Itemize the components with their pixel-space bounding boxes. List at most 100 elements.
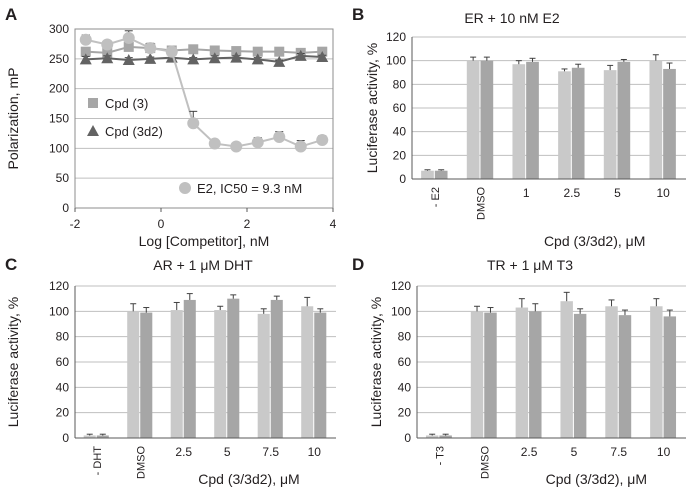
x-tick-label: 5 <box>614 186 621 200</box>
y-tick-label: 20 <box>56 406 70 420</box>
panel-c: C AR + 1 μM DHT 0 20 40 60 80 100 120 Luciferase … <box>5 255 336 487</box>
bar <box>421 170 434 179</box>
bar <box>480 60 494 179</box>
x-tick-label: 0 <box>158 217 165 231</box>
y-tick-label: 60 <box>398 355 412 369</box>
y-tick-label: 50 <box>56 171 70 185</box>
data-point <box>231 46 242 57</box>
bar <box>617 61 631 179</box>
series-line <box>85 54 323 63</box>
data-point <box>274 46 285 57</box>
data-point <box>79 33 92 46</box>
y-tick-label: 100 <box>391 304 411 318</box>
x-tick-label: 10 <box>657 445 671 459</box>
chart-title: AR + 1 μM DHT <box>153 257 253 273</box>
y-tick-label: 120 <box>49 279 69 293</box>
data-point <box>187 53 200 65</box>
data-point <box>101 52 114 64</box>
y-axis-label: Luciferase activity, % <box>364 43 380 173</box>
bar <box>526 61 539 179</box>
data-point <box>294 140 307 153</box>
data-point <box>208 137 221 150</box>
bar <box>470 311 484 438</box>
x-tick-label: 10 <box>308 445 322 459</box>
bar <box>663 316 677 438</box>
y-tick-label: 150 <box>49 112 69 126</box>
y-tick-label: 80 <box>56 330 70 344</box>
bar <box>573 313 587 438</box>
y-tick-label: 40 <box>398 380 412 394</box>
bar <box>83 435 96 438</box>
y-tick-label: 0 <box>62 431 69 445</box>
data-point <box>251 53 264 65</box>
legend-marker <box>88 98 98 108</box>
legend-label: Cpd (3) <box>105 96 148 111</box>
x-tick-label: 1 <box>523 186 530 200</box>
bar <box>603 70 617 179</box>
bar <box>434 170 448 179</box>
data-point <box>165 45 178 58</box>
data-point <box>101 38 114 51</box>
panel-letter: C <box>5 255 17 274</box>
y-tick-label: 40 <box>393 125 407 139</box>
y-tick-label: 100 <box>49 304 69 318</box>
bar <box>96 435 109 438</box>
data-point <box>252 46 263 57</box>
y-tick-label: 0 <box>399 172 406 186</box>
chart-title: ER + 10 nM E2 <box>464 10 560 26</box>
bar <box>183 299 196 438</box>
y-tick-label: 40 <box>56 380 70 394</box>
bar <box>439 435 452 438</box>
y-tick-label: 100 <box>386 54 406 68</box>
x-tick-label: 4 <box>330 217 337 231</box>
data-point <box>123 41 134 52</box>
x-tick-label: DMSO <box>476 187 488 220</box>
x-tick-label: 5 <box>571 445 578 459</box>
y-tick-label: 60 <box>56 355 70 369</box>
data-point <box>208 52 221 64</box>
y-tick-label: 300 <box>49 22 69 36</box>
bar <box>314 312 327 438</box>
y-tick-label: 250 <box>49 52 69 66</box>
bar <box>649 60 663 179</box>
data-point <box>188 44 199 55</box>
data-point <box>251 136 264 149</box>
chart-title: TR + 1 μM T3 <box>487 257 573 273</box>
bar <box>425 435 439 438</box>
legend-marker <box>179 182 191 194</box>
x-axis-label: Cpd (3/3d2), μM <box>544 233 645 249</box>
y-axis-label: Luciferase activity, % <box>368 297 384 427</box>
x-tick-label: DMSO <box>135 446 147 479</box>
legend-bg <box>86 122 162 140</box>
bar <box>663 68 676 179</box>
bar <box>571 67 585 179</box>
y-tick-label: 0 <box>404 431 411 445</box>
panel-letter: B <box>352 5 364 24</box>
x-tick-label: 2.5 <box>175 445 192 459</box>
y-tick-label: 0 <box>62 201 69 215</box>
x-tick-label: 2.5 <box>563 186 580 200</box>
bar <box>650 306 663 438</box>
data-point <box>144 52 157 64</box>
y-tick-label: 100 <box>49 141 69 155</box>
y-tick-label: 20 <box>393 148 407 162</box>
data-point <box>316 51 329 63</box>
data-point <box>273 55 286 67</box>
bar <box>605 306 618 438</box>
x-axis-label: Cpd (3/3d2), μM <box>546 471 647 487</box>
panel-letter: A <box>5 5 17 24</box>
y-axis-label: Luciferase activity, % <box>5 297 21 427</box>
y-tick-label: 60 <box>393 101 407 115</box>
bar <box>140 312 153 438</box>
panel-b: B ER + 10 nM E2 0 20 40 60 80 100 120 Luciferase … <box>352 5 686 249</box>
data-point <box>230 51 243 63</box>
bar <box>512 64 526 179</box>
data-point <box>80 46 91 57</box>
bar <box>515 307 529 438</box>
plot-frame <box>74 28 334 209</box>
x-tick-label: 10 <box>656 186 670 200</box>
bar <box>560 301 573 438</box>
legend-marker <box>87 125 99 136</box>
data-point <box>144 42 157 55</box>
